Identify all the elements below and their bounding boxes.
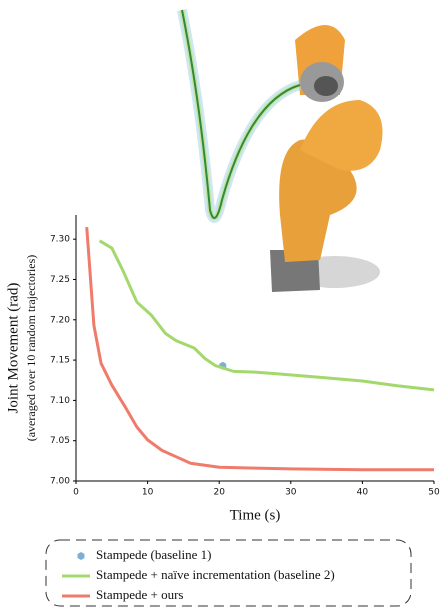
- y-tick-label: 7.00: [50, 477, 70, 487]
- y-tick-label: 7.15: [50, 356, 70, 366]
- y-tick-label: 7.25: [50, 275, 70, 285]
- legend-label: Stampede + naïve incrementation (baselin…: [96, 567, 335, 582]
- x-tick-label: 50: [428, 488, 440, 498]
- legend-box: [45, 539, 412, 607]
- legend-marker: [77, 552, 85, 560]
- x-tick-label: 40: [357, 488, 369, 498]
- series-line: [85, 226, 434, 472]
- robot-illustration: [177, 9, 383, 292]
- x-tick-label: 10: [142, 488, 154, 498]
- y-axis-sublabel: (averaged over 10 random trajectories): [24, 255, 38, 442]
- x-axis-label: Time (s): [230, 507, 281, 523]
- x-tick-label: 30: [285, 488, 297, 498]
- legend-label: Stampede + ours: [96, 587, 183, 602]
- y-axis-label: Joint Movement (rad): [5, 283, 21, 414]
- y-tick-label: 7.20: [50, 315, 70, 325]
- y-tick-label: 7.10: [50, 396, 70, 406]
- series-line: [98, 239, 435, 392]
- x-tick-label: 20: [213, 488, 225, 498]
- y-tick-label: 7.30: [50, 235, 70, 245]
- legend-label: Stampede (baseline 1): [96, 547, 212, 562]
- y-tick-label: 7.05: [50, 436, 70, 446]
- x-tick-label: 0: [73, 488, 79, 498]
